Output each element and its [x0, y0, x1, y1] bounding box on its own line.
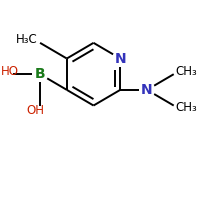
Text: CH₃: CH₃ — [176, 65, 197, 78]
Text: N: N — [114, 52, 126, 66]
Text: CH₃: CH₃ — [176, 101, 197, 114]
Text: HO: HO — [1, 65, 19, 78]
Text: B: B — [35, 67, 45, 81]
Text: H₃C: H₃C — [16, 33, 37, 46]
Text: B: B — [34, 65, 46, 83]
Text: N: N — [140, 81, 154, 99]
Text: OH: OH — [27, 104, 45, 117]
Text: N: N — [113, 50, 127, 68]
Text: N: N — [141, 83, 153, 97]
